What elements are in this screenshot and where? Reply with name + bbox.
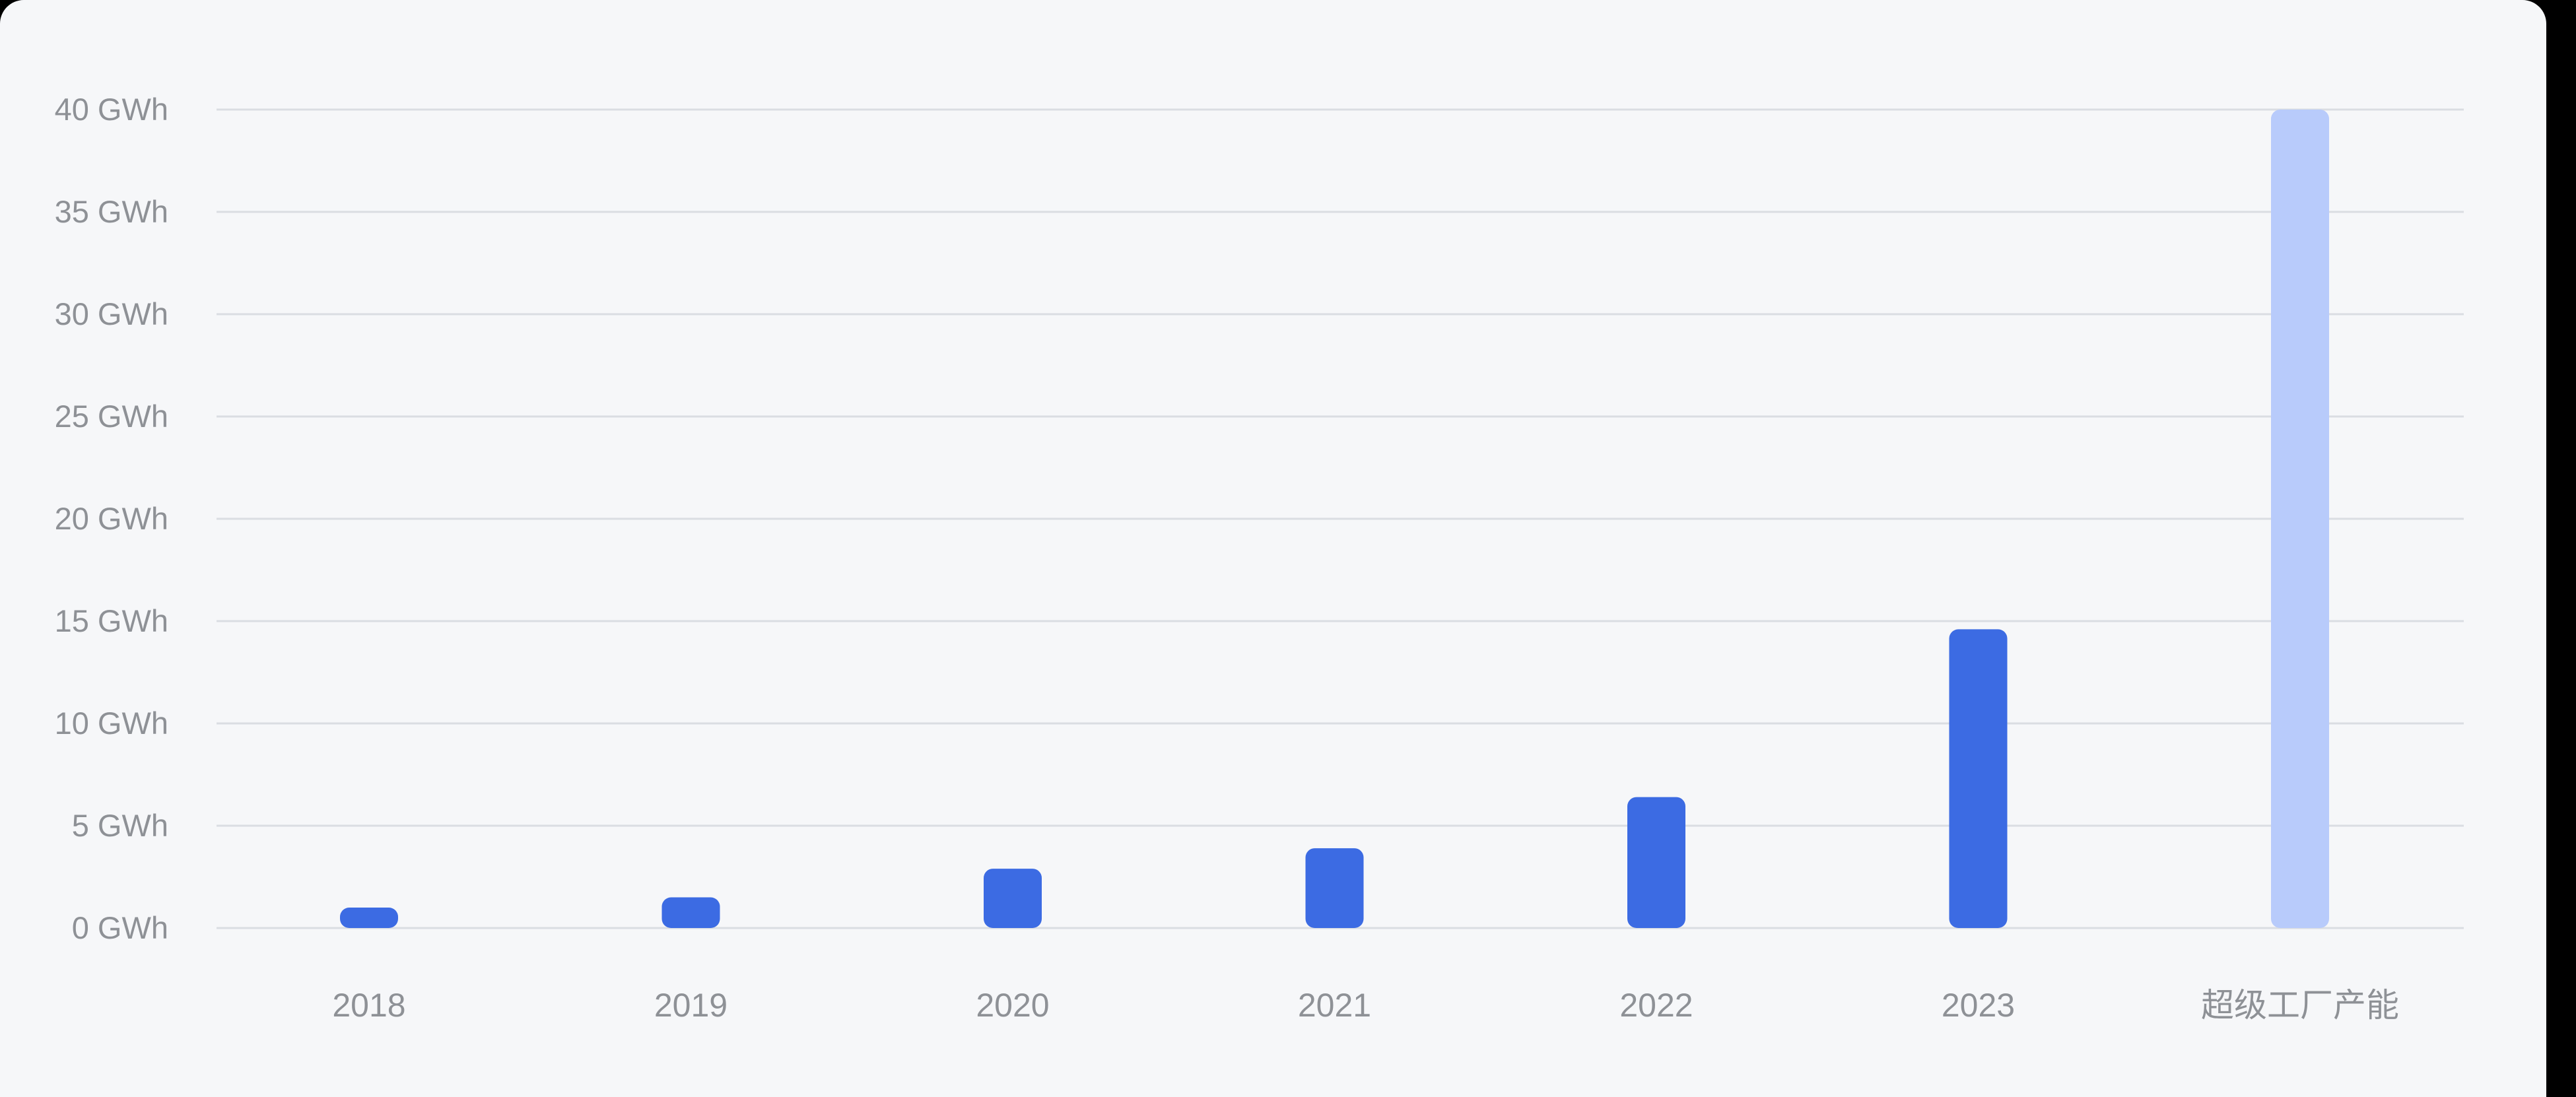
y-tick-label: 25 GWh bbox=[55, 399, 168, 434]
bar-2018 bbox=[340, 908, 398, 928]
x-tick-label: 2018 bbox=[332, 987, 405, 1024]
bar-2019 bbox=[661, 897, 720, 928]
y-tick-label: 15 GWh bbox=[55, 603, 168, 638]
x-tick-label: 2022 bbox=[1619, 987, 1693, 1024]
bar-超级工厂产能 bbox=[2271, 110, 2329, 928]
x-axis-ticks: 2018 2019 2020 2021 2022 2023 超级工厂产能 bbox=[332, 987, 2399, 1024]
y-tick-label: 20 GWh bbox=[55, 501, 168, 536]
y-tick-label: 5 GWh bbox=[72, 808, 168, 843]
grid-lines bbox=[217, 108, 2464, 929]
bar-2022 bbox=[1627, 797, 1685, 928]
y-axis-ticks: 0 GWh 5 GWh 10 GWh 15 GWh 20 GWh 25 GWh 30 GWh… bbox=[55, 92, 168, 945]
y-tick-label: 40 GWh bbox=[55, 92, 168, 127]
y-tick-label: 35 GWh bbox=[55, 194, 168, 229]
bar-2020 bbox=[984, 869, 1042, 928]
y-tick-label: 10 GWh bbox=[55, 706, 168, 741]
x-tick-label: 2023 bbox=[1942, 987, 2015, 1024]
y-tick-label: 0 GWh bbox=[72, 910, 168, 945]
bar-2023 bbox=[1949, 629, 2008, 928]
x-tick-label: 2020 bbox=[976, 987, 1049, 1024]
x-tick-label: 2021 bbox=[1298, 987, 1371, 1024]
bars bbox=[340, 110, 2329, 928]
bar-2021 bbox=[1305, 848, 1364, 928]
x-tick-label: 超级工厂产能 bbox=[2201, 987, 2399, 1024]
x-tick-label: 2019 bbox=[654, 987, 728, 1024]
y-tick-label: 30 GWh bbox=[55, 296, 168, 331]
